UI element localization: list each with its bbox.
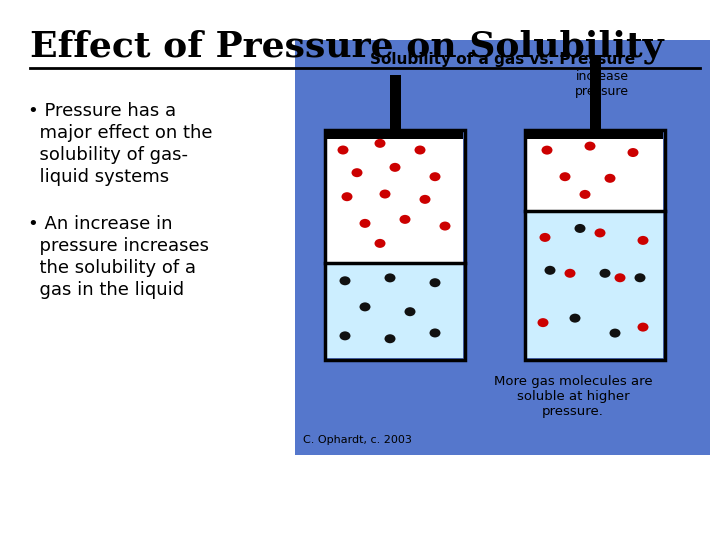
Ellipse shape	[595, 228, 606, 238]
Text: C. Ophardt, c. 2003: C. Ophardt, c. 2003	[303, 435, 412, 445]
Ellipse shape	[341, 192, 353, 201]
Ellipse shape	[374, 139, 385, 148]
Bar	[327, 132, 463, 264]
Ellipse shape	[575, 224, 585, 233]
Ellipse shape	[538, 318, 549, 327]
Ellipse shape	[430, 278, 441, 287]
Ellipse shape	[379, 190, 390, 199]
Ellipse shape	[384, 273, 395, 282]
Ellipse shape	[637, 236, 649, 245]
Bar	[527, 139, 663, 211]
Text: • Pressure has a: • Pressure has a	[28, 102, 176, 120]
Text: • An increase in: • An increase in	[28, 215, 173, 233]
Ellipse shape	[580, 190, 590, 199]
Ellipse shape	[539, 233, 551, 242]
Ellipse shape	[390, 163, 400, 172]
Ellipse shape	[420, 195, 431, 204]
Bar	[525, 130, 665, 360]
Bar	[295, 40, 710, 455]
Ellipse shape	[439, 221, 451, 231]
Ellipse shape	[564, 269, 575, 278]
Ellipse shape	[374, 239, 385, 248]
Ellipse shape	[637, 322, 649, 332]
Ellipse shape	[628, 148, 639, 157]
Text: Effect of Pressure on Solubility: Effect of Pressure on Solubility	[30, 30, 664, 64]
Ellipse shape	[415, 145, 426, 154]
Ellipse shape	[605, 174, 616, 183]
Ellipse shape	[430, 328, 441, 338]
Text: gas in the liquid: gas in the liquid	[28, 281, 184, 299]
Text: Solubility of a gas vs. Pressure: Solubility of a gas vs. Pressure	[370, 52, 635, 67]
Ellipse shape	[559, 172, 570, 181]
Text: More gas molecules are
soluble at higher
pressure.: More gas molecules are soluble at higher…	[494, 375, 652, 418]
Bar	[527, 130, 663, 139]
Ellipse shape	[340, 276, 351, 285]
Ellipse shape	[384, 334, 395, 343]
Text: liquid systems: liquid systems	[28, 168, 169, 186]
Ellipse shape	[610, 328, 621, 338]
Ellipse shape	[430, 172, 441, 181]
Ellipse shape	[600, 269, 611, 278]
Ellipse shape	[541, 146, 552, 154]
Bar	[527, 211, 663, 358]
Ellipse shape	[614, 273, 626, 282]
Ellipse shape	[359, 219, 371, 228]
Text: increase
pressure: increase pressure	[575, 70, 629, 98]
Ellipse shape	[338, 145, 348, 154]
Bar	[327, 264, 463, 358]
Text: solubility of gas-: solubility of gas-	[28, 146, 188, 164]
Text: major effect on the: major effect on the	[28, 124, 212, 142]
Text: pressure increases: pressure increases	[28, 237, 209, 255]
Ellipse shape	[405, 307, 415, 316]
Bar	[327, 130, 463, 139]
Ellipse shape	[359, 302, 371, 312]
Ellipse shape	[400, 215, 410, 224]
Bar	[590, 55, 600, 130]
Text: the solubility of a: the solubility of a	[28, 259, 196, 277]
Ellipse shape	[585, 141, 595, 151]
Ellipse shape	[544, 266, 556, 275]
Bar	[390, 75, 400, 130]
Ellipse shape	[340, 332, 351, 340]
Ellipse shape	[634, 273, 646, 282]
Ellipse shape	[351, 168, 362, 177]
Ellipse shape	[570, 314, 580, 322]
Bar	[325, 130, 465, 360]
